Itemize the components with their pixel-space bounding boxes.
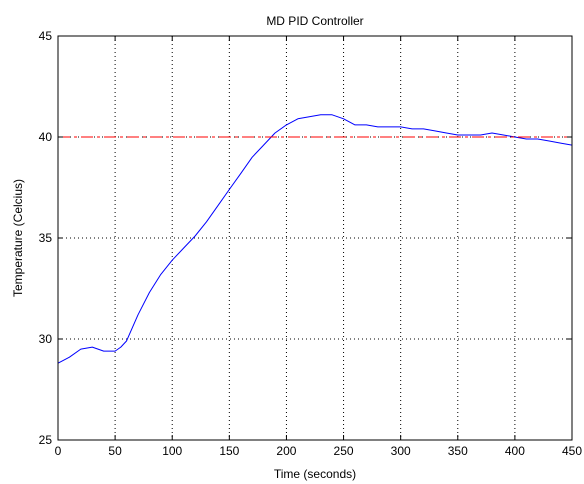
x-tick-label: 400 [505, 444, 525, 458]
x-tick-labels: 0 50 100 150 200 250 300 350 400 450 [55, 444, 583, 458]
temperature-line [57, 114, 573, 364]
ticks [57, 35, 573, 441]
x-tick-label: 50 [108, 444, 122, 458]
x-tick-label: 200 [276, 444, 296, 458]
x-tick-label: 150 [219, 444, 239, 458]
x-axis-label: Time (seconds) [274, 467, 356, 481]
y-tick-label: 30 [39, 332, 53, 346]
x-tick-label: 350 [448, 444, 468, 458]
x-tick-label: 450 [562, 444, 582, 458]
series-layer [57, 114, 573, 364]
y-tick-label: 25 [39, 433, 53, 447]
y-tick-labels: 25 30 35 40 45 [39, 29, 53, 447]
y-tick-label: 40 [39, 130, 53, 144]
y-axis-label: Temperature (Celcius) [11, 179, 25, 297]
x-tick-label: 0 [55, 444, 62, 458]
y-tick-label: 35 [39, 231, 53, 245]
x-tick-label: 250 [334, 444, 354, 458]
y-tick-label: 45 [39, 29, 53, 43]
x-tick-label: 100 [162, 444, 182, 458]
x-tick-label: 300 [391, 444, 411, 458]
chart-title: MD PID Controller [266, 14, 363, 28]
